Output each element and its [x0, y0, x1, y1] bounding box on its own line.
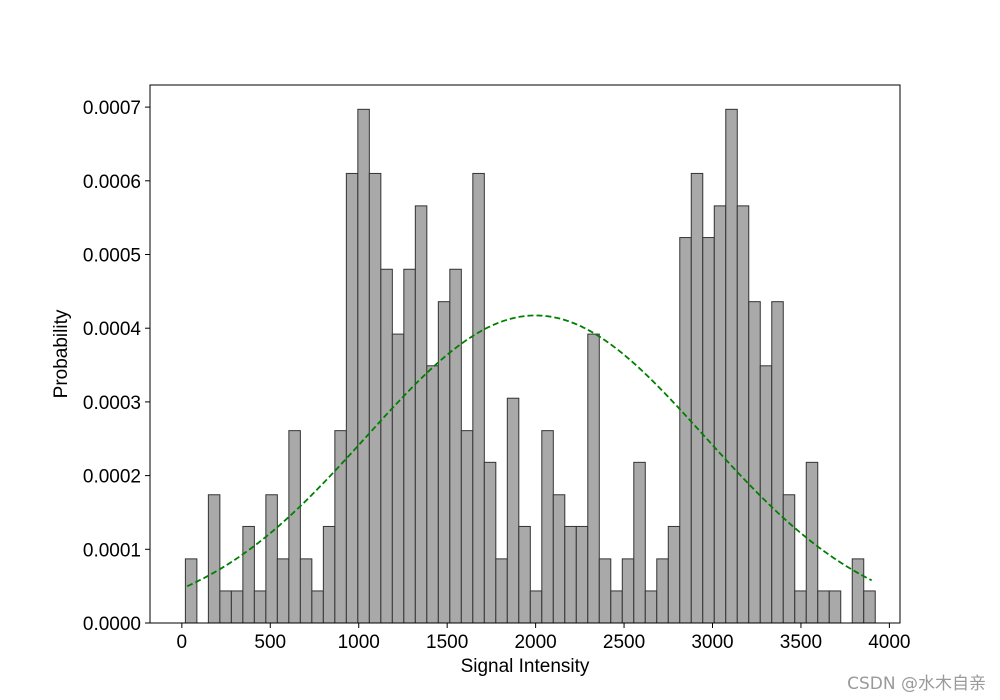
histogram-bar — [472, 172, 485, 624]
histogram-bar — [242, 525, 255, 624]
histogram-bar — [495, 558, 508, 624]
histogram-bar — [357, 108, 370, 624]
histogram-bar — [564, 525, 577, 624]
histogram-bar — [426, 365, 439, 624]
histogram-bar — [575, 525, 589, 624]
histogram-bar — [230, 590, 244, 624]
y-axis-label: Probability — [51, 309, 72, 398]
histogram-bar — [265, 494, 278, 624]
x-tick-label: 500 — [254, 632, 286, 653]
histogram-bar — [725, 108, 738, 624]
histogram-bar — [817, 590, 830, 624]
histogram-bar — [656, 558, 669, 624]
histogram-bar — [299, 558, 313, 624]
normal-fit-curve — [186, 314, 873, 588]
y-tick-label: 0.0006 — [83, 172, 141, 193]
x-axis-label: Signal Intensity — [461, 656, 590, 677]
histogram-bar — [759, 365, 773, 624]
histogram-bar — [529, 590, 543, 624]
histogram-bar — [518, 525, 531, 624]
histogram-bar — [851, 558, 865, 624]
histogram-bar — [449, 268, 462, 624]
histogram-bar — [690, 172, 704, 624]
watermark: CSDN @水木自亲 — [847, 674, 986, 694]
histogram-bar — [828, 590, 842, 624]
y-tick-label: 0.0001 — [83, 540, 141, 561]
histogram-bar — [219, 590, 232, 624]
y-axis-ticks: 0.0000 0.0001 0.0002 0.0003 0.0004 0.0005 0.00… — [83, 98, 150, 635]
histogram-bar — [368, 172, 382, 624]
histogram-bar — [587, 333, 600, 624]
y-tick-label: 0.0000 — [83, 614, 141, 635]
histogram-bar — [610, 590, 623, 624]
histogram-bar — [598, 558, 612, 624]
histogram-bar — [633, 461, 646, 624]
x-axis-ticks: 0 500 1000 1500 2000 2500 3000 3500 4000 — [177, 623, 911, 653]
histogram-bar — [702, 237, 715, 624]
x-tick-label: 0 — [177, 632, 188, 653]
histogram-bar — [288, 430, 301, 624]
histogram-bar — [736, 205, 750, 624]
histogram-bar — [184, 558, 198, 624]
histogram-bar — [541, 430, 554, 624]
histogram-bar — [667, 525, 681, 624]
histogram-bar — [863, 590, 876, 624]
histogram-bar — [771, 301, 784, 624]
x-tick-label: 1000 — [338, 632, 380, 653]
y-tick-label: 0.0002 — [83, 467, 141, 488]
y-tick-label: 0.0004 — [83, 319, 142, 340]
histogram-bar — [311, 590, 324, 624]
x-tick-label: 3500 — [780, 632, 822, 653]
bars-group — [184, 108, 876, 624]
histogram-bar — [713, 205, 727, 624]
histogram-bar — [794, 590, 807, 624]
histogram-bar — [391, 333, 405, 624]
y-tick-label: 0.0007 — [83, 98, 141, 119]
histogram-bar — [207, 494, 221, 624]
histogram-bar — [679, 237, 692, 624]
x-tick-label: 2000 — [514, 632, 556, 653]
histogram-bar — [460, 430, 474, 624]
x-tick-label: 4000 — [868, 632, 910, 653]
histogram-bar — [782, 494, 796, 624]
x-tick-label: 2500 — [603, 632, 645, 653]
histogram-bar — [483, 461, 497, 624]
axes-frame — [149, 84, 901, 624]
histogram-bar — [748, 301, 761, 624]
histogram-bar — [621, 558, 635, 624]
histogram-bar — [380, 268, 393, 624]
histogram-bar — [345, 172, 359, 624]
histogram-bar — [644, 590, 658, 624]
histogram-bar — [403, 268, 416, 624]
histogram-bar — [276, 558, 290, 624]
x-tick-label: 1500 — [426, 632, 468, 653]
y-tick-label: 0.0005 — [83, 246, 141, 267]
y-tick-label: 0.0003 — [83, 393, 141, 414]
x-tick-label: 3000 — [691, 632, 733, 653]
histogram-bar — [253, 590, 267, 624]
histogram-bar — [414, 205, 428, 624]
histogram-bar — [552, 494, 566, 624]
histogram-bar — [437, 301, 451, 624]
histogram-bar — [322, 525, 336, 624]
histogram-bar — [506, 397, 520, 624]
